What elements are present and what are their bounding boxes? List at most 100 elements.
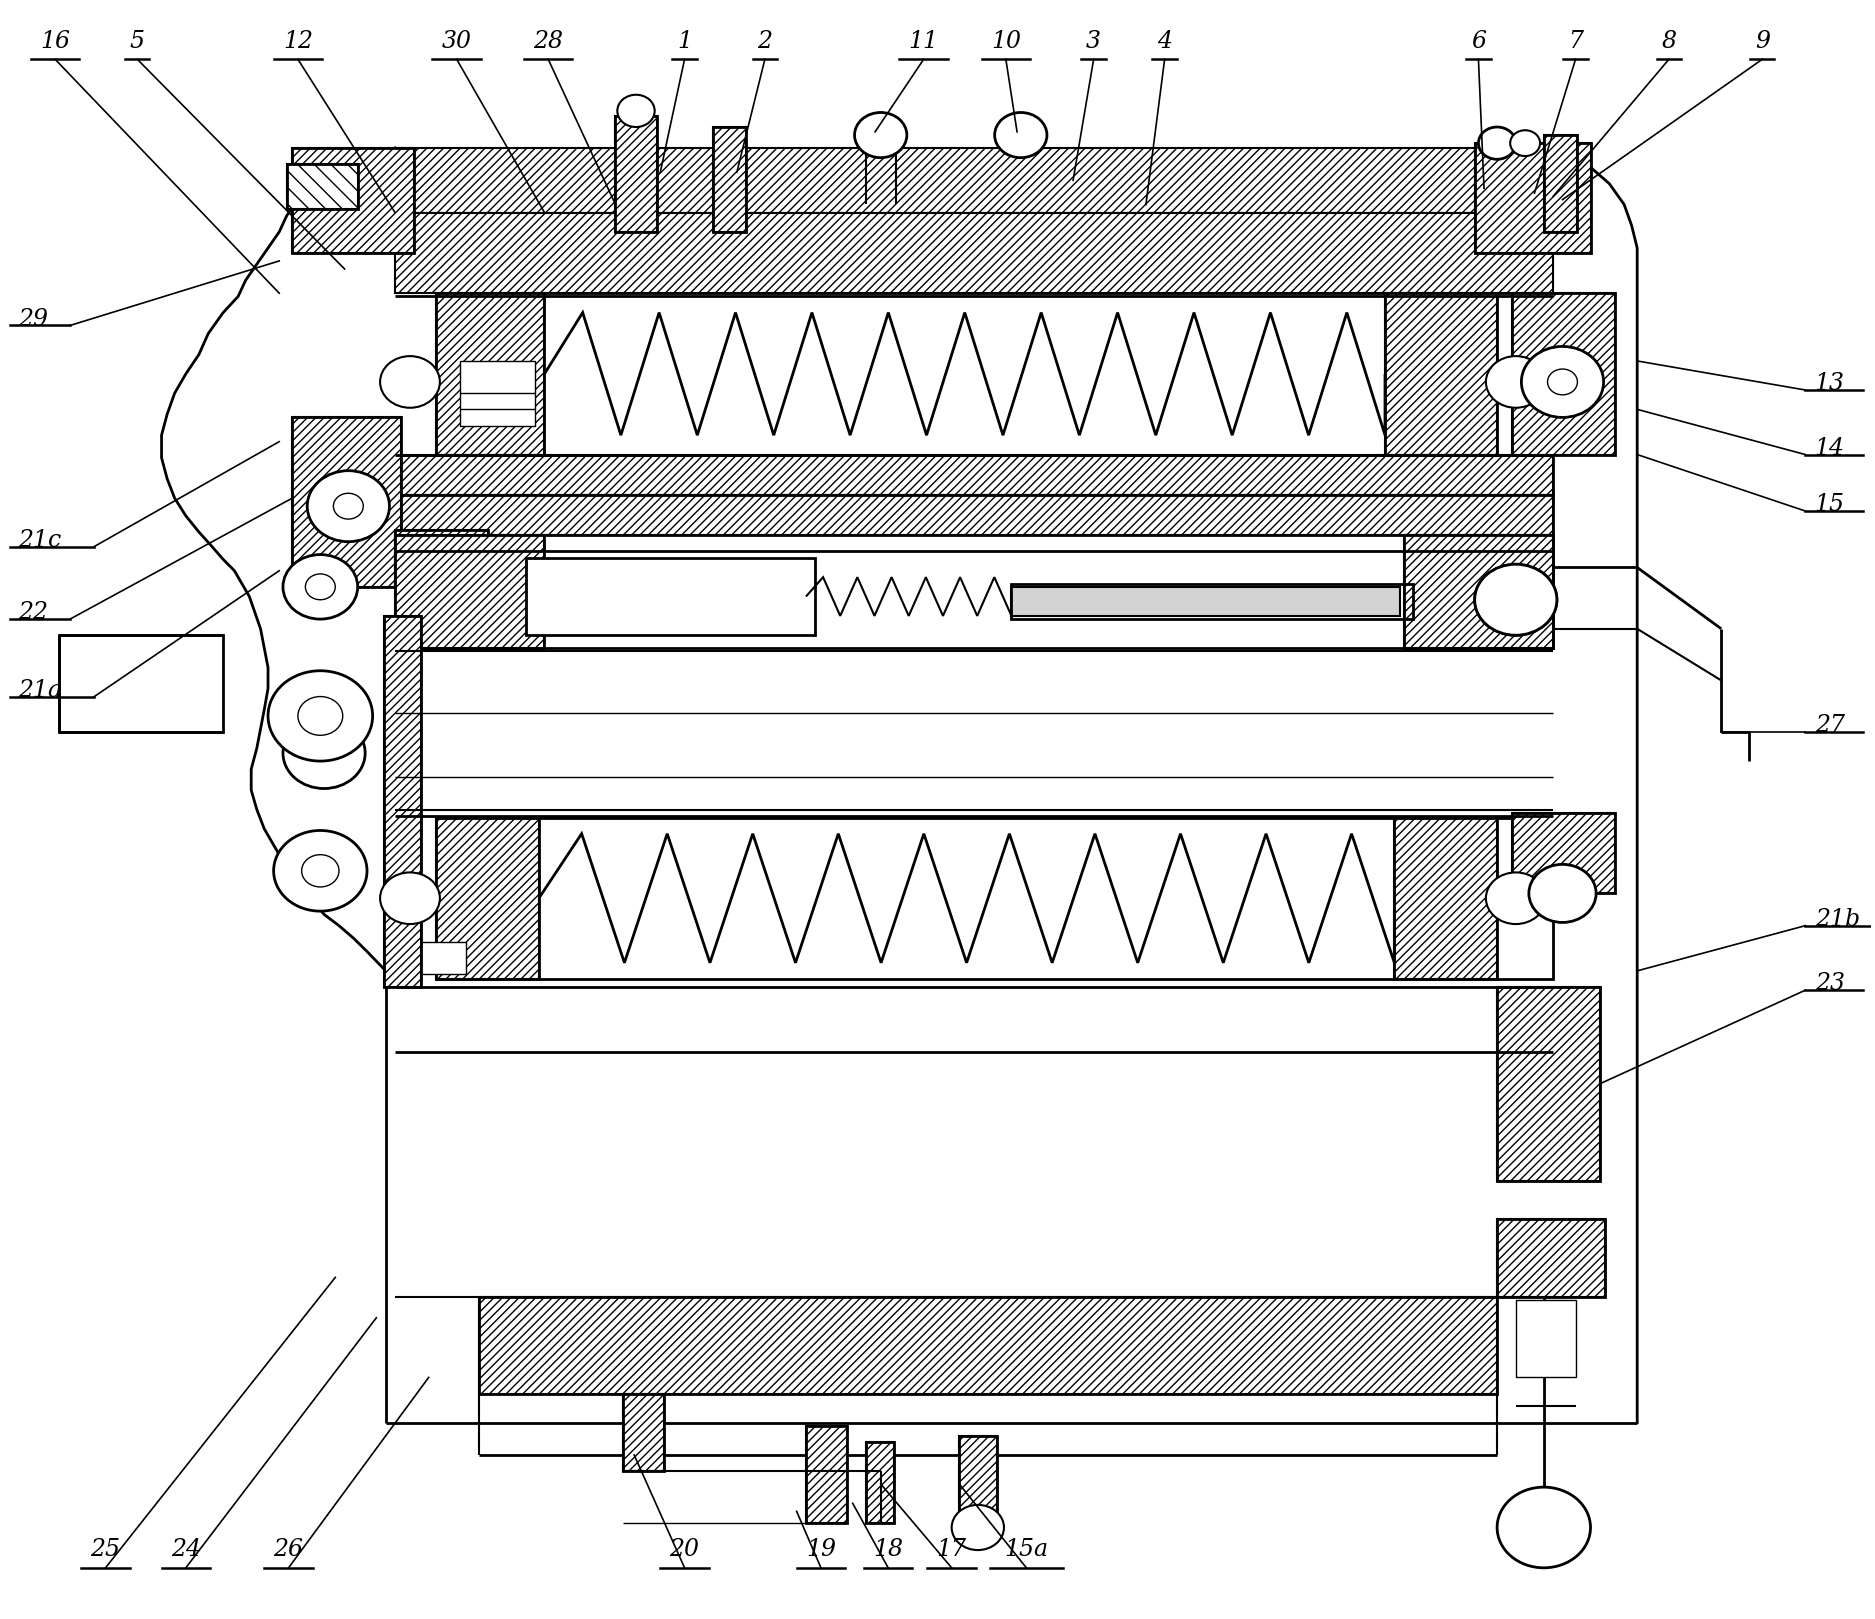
Circle shape bbox=[1485, 873, 1545, 924]
Bar bbox=[461, 361, 534, 426]
Bar bbox=[1511, 293, 1614, 455]
Bar bbox=[396, 536, 544, 648]
Circle shape bbox=[381, 873, 441, 924]
Circle shape bbox=[952, 1506, 1003, 1549]
Bar bbox=[437, 818, 538, 979]
Bar bbox=[1543, 134, 1577, 232]
Bar bbox=[292, 418, 401, 586]
Bar bbox=[1511, 293, 1614, 455]
Bar bbox=[437, 818, 538, 979]
Text: 21a: 21a bbox=[17, 678, 62, 701]
Text: 14: 14 bbox=[1815, 437, 1845, 460]
Bar bbox=[292, 418, 401, 586]
Bar bbox=[1515, 1300, 1575, 1378]
Bar bbox=[396, 212, 1552, 293]
Circle shape bbox=[268, 670, 373, 761]
Text: 10: 10 bbox=[990, 29, 1020, 53]
Text: 12: 12 bbox=[283, 29, 313, 53]
Bar bbox=[615, 115, 656, 232]
Text: 2: 2 bbox=[758, 29, 772, 53]
Circle shape bbox=[617, 96, 654, 126]
Text: 24: 24 bbox=[171, 1538, 201, 1561]
Bar bbox=[960, 1436, 996, 1515]
Text: 21b: 21b bbox=[1815, 908, 1860, 931]
Text: 9: 9 bbox=[1755, 29, 1770, 53]
Bar bbox=[437, 293, 544, 455]
Text: 15: 15 bbox=[1815, 494, 1845, 516]
Bar bbox=[292, 147, 414, 253]
Text: 16: 16 bbox=[39, 29, 69, 53]
Bar bbox=[622, 1394, 664, 1472]
Text: 13: 13 bbox=[1815, 372, 1845, 395]
Bar bbox=[396, 536, 544, 648]
Circle shape bbox=[308, 471, 390, 542]
Bar bbox=[866, 1443, 894, 1522]
Text: 19: 19 bbox=[806, 1538, 836, 1561]
Bar bbox=[1395, 818, 1496, 979]
Bar bbox=[1386, 293, 1496, 455]
Bar bbox=[622, 1394, 664, 1472]
Text: 6: 6 bbox=[1470, 29, 1485, 53]
Circle shape bbox=[1496, 1488, 1590, 1567]
Text: 29: 29 bbox=[17, 308, 47, 330]
Circle shape bbox=[1476, 565, 1556, 635]
Bar bbox=[712, 126, 746, 232]
Bar bbox=[1404, 536, 1552, 648]
Bar bbox=[1386, 293, 1496, 455]
Bar bbox=[544, 565, 797, 628]
Bar bbox=[1011, 583, 1414, 618]
Bar bbox=[712, 126, 746, 232]
Bar bbox=[866, 1443, 894, 1522]
Bar bbox=[396, 455, 1552, 495]
Bar bbox=[396, 531, 488, 586]
Bar bbox=[1496, 1219, 1605, 1297]
Circle shape bbox=[994, 112, 1046, 157]
Bar bbox=[411, 942, 467, 975]
Bar bbox=[384, 615, 422, 988]
Bar bbox=[1011, 586, 1401, 615]
Bar bbox=[615, 115, 656, 232]
Bar bbox=[58, 635, 223, 732]
Bar bbox=[806, 1426, 848, 1522]
Bar bbox=[1511, 813, 1614, 894]
Bar bbox=[1496, 1219, 1605, 1297]
Circle shape bbox=[1485, 356, 1545, 408]
Circle shape bbox=[855, 112, 908, 157]
Text: 25: 25 bbox=[90, 1538, 120, 1561]
Bar bbox=[437, 293, 544, 455]
Bar bbox=[1395, 818, 1496, 979]
Text: 8: 8 bbox=[1661, 29, 1676, 53]
Text: 3: 3 bbox=[1086, 29, 1101, 53]
Circle shape bbox=[1528, 865, 1596, 923]
Text: 18: 18 bbox=[874, 1538, 904, 1561]
Bar bbox=[384, 615, 422, 988]
Bar bbox=[414, 539, 480, 568]
Circle shape bbox=[1509, 130, 1539, 155]
Bar bbox=[1543, 134, 1577, 232]
Bar bbox=[396, 455, 1552, 495]
Text: 7: 7 bbox=[1568, 29, 1582, 53]
Text: 11: 11 bbox=[909, 29, 939, 53]
Bar bbox=[437, 818, 1552, 979]
Bar bbox=[1476, 142, 1590, 253]
Text: 5: 5 bbox=[129, 29, 144, 53]
Text: 20: 20 bbox=[669, 1538, 699, 1561]
Bar bbox=[806, 1426, 848, 1522]
Bar bbox=[1511, 813, 1614, 894]
Bar bbox=[292, 147, 414, 253]
Text: 26: 26 bbox=[274, 1538, 304, 1561]
Bar bbox=[287, 164, 358, 209]
Bar bbox=[525, 559, 816, 635]
Bar bbox=[480, 1297, 1496, 1394]
Text: 27: 27 bbox=[1815, 714, 1845, 737]
Bar bbox=[1496, 988, 1599, 1180]
Bar bbox=[1404, 536, 1552, 648]
Text: 28: 28 bbox=[532, 29, 562, 53]
Bar bbox=[480, 1297, 1496, 1394]
Text: 22: 22 bbox=[17, 601, 47, 625]
Circle shape bbox=[274, 831, 368, 911]
Bar bbox=[437, 293, 1552, 455]
Bar bbox=[411, 220, 1538, 236]
Bar bbox=[287, 164, 358, 209]
Bar bbox=[396, 147, 1552, 212]
